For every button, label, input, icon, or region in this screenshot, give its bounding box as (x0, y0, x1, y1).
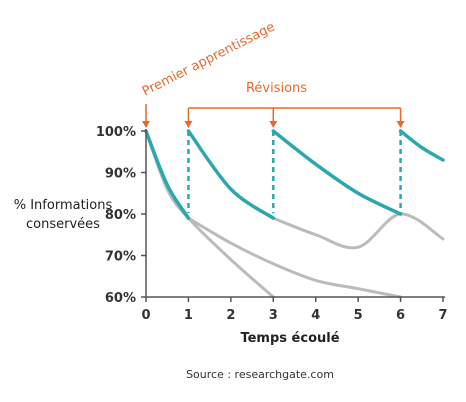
x-tick-label-7: 7 (438, 308, 447, 323)
series-line-teal-3 (144, 129, 191, 220)
x-tick-label-0: 0 (141, 308, 150, 323)
x-tick-label-2: 2 (226, 308, 235, 323)
annotation-revisions: Révisions (246, 81, 307, 96)
series-line-grey-2 (271, 212, 445, 250)
source-caption: Source : researchgate.com (186, 368, 334, 381)
series-line-grey-1 (186, 216, 403, 299)
y-tick-label-0: 60% (105, 291, 136, 306)
x-axis-label: Temps écoulé (240, 331, 340, 346)
y-axis-label-line-2: conservées (26, 217, 100, 232)
series-line-grey-0 (144, 129, 275, 299)
y-axis-label: % Informations conservées (0, 196, 126, 234)
series-line-teal-6 (398, 129, 445, 162)
x-tick-label-4: 4 (311, 308, 320, 323)
y-axis-label-line-1: % Informations (13, 198, 113, 213)
x-tick-label-6: 6 (396, 308, 405, 323)
y-tick-label-4: 100% (96, 125, 136, 140)
revisions-arrowhead-1 (184, 121, 193, 128)
revisions-arrowhead-3 (396, 121, 405, 128)
y-tick-label-1: 70% (105, 250, 136, 265)
x-tick-label-1: 1 (184, 308, 193, 323)
series-line-teal-4 (186, 129, 276, 220)
revisions-arrowhead-2 (269, 121, 278, 128)
x-tick-label-3: 3 (269, 308, 278, 323)
y-tick-label-3: 90% (105, 167, 136, 182)
first-learning-arrowhead (142, 121, 150, 128)
series-line-teal-5 (271, 129, 403, 216)
y-tick-label-2: 80% (105, 208, 136, 223)
x-tick-label-5: 5 (354, 308, 363, 323)
